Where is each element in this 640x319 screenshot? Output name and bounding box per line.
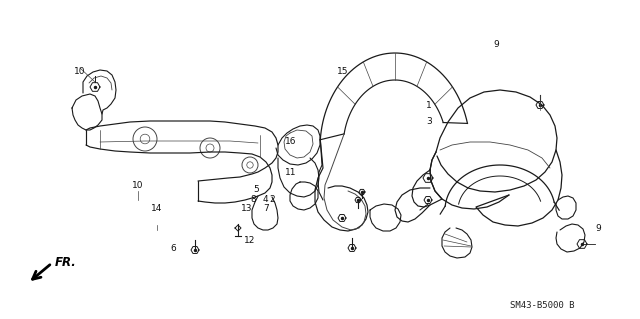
Text: 3: 3 bbox=[426, 117, 431, 126]
Text: 2: 2 bbox=[269, 195, 275, 204]
Text: 8: 8 bbox=[250, 195, 255, 204]
Text: 13: 13 bbox=[241, 204, 252, 213]
Text: 4: 4 bbox=[263, 195, 268, 204]
Text: 5: 5 bbox=[253, 185, 259, 194]
Text: 14: 14 bbox=[151, 204, 163, 213]
Text: 15: 15 bbox=[337, 67, 348, 76]
Text: 10: 10 bbox=[74, 67, 86, 76]
Text: 1: 1 bbox=[426, 101, 431, 110]
Text: 10: 10 bbox=[132, 181, 143, 189]
Text: 6: 6 bbox=[170, 244, 175, 253]
Text: 11: 11 bbox=[285, 168, 297, 177]
Text: 12: 12 bbox=[244, 236, 255, 245]
Text: 7: 7 bbox=[263, 204, 268, 213]
Text: 9: 9 bbox=[493, 40, 499, 49]
Text: 16: 16 bbox=[285, 137, 297, 146]
Text: 9: 9 bbox=[596, 224, 601, 233]
Text: SM43-B5000 B: SM43-B5000 B bbox=[510, 300, 575, 309]
Text: FR.: FR. bbox=[55, 256, 77, 270]
